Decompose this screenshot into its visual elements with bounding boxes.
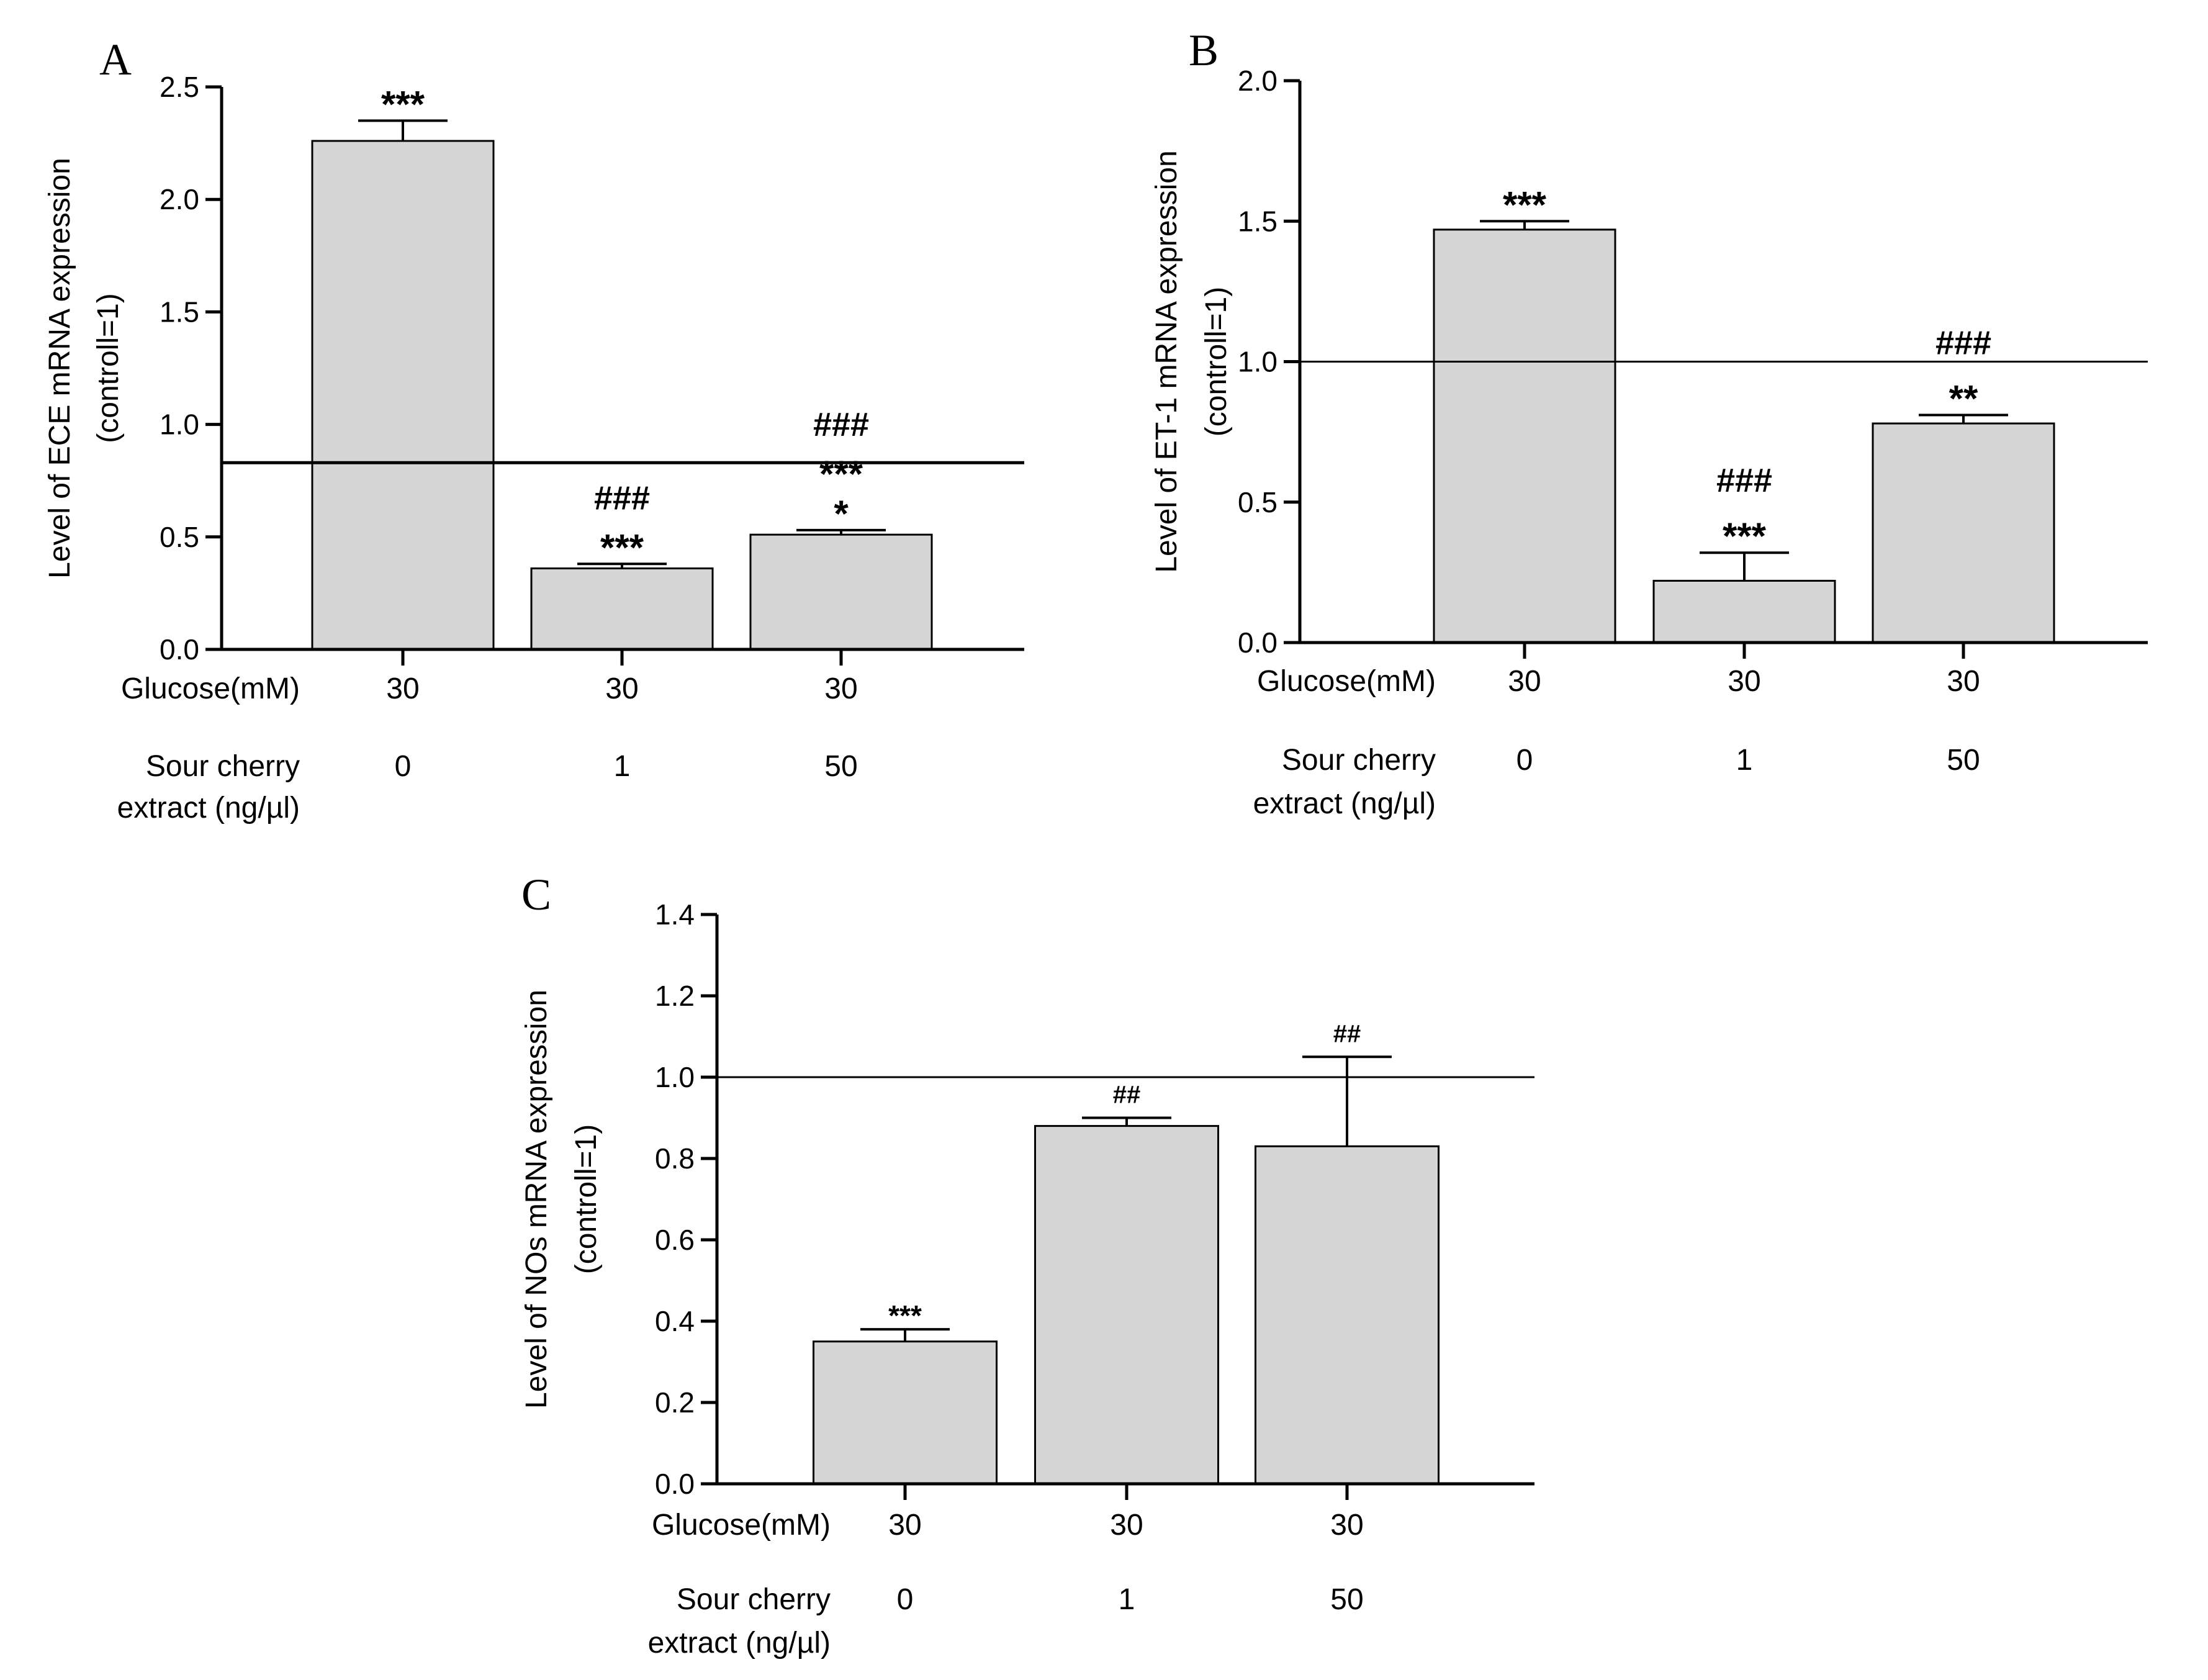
extract-value: 1 — [614, 750, 631, 783]
extract-value: 50 — [1947, 744, 1980, 777]
glucose-row-label: Glucose(mM) — [121, 672, 300, 705]
extract-value: 0 — [1516, 744, 1533, 777]
extract-value: 50 — [824, 750, 857, 783]
y-tick-label: 1.2 — [655, 980, 695, 1012]
extract-value: 0 — [395, 750, 412, 783]
significance-label: *** — [381, 83, 425, 125]
glucose-row-label: Glucose(mM) — [1257, 665, 1436, 698]
significance-label: *** — [600, 526, 644, 568]
panel-label: A — [99, 35, 132, 84]
y-tick-label: 2.0 — [160, 183, 199, 215]
y-tick-label: 1.4 — [655, 898, 695, 931]
y-axis-sublabel: (controll=1) — [92, 293, 125, 443]
significance-label: ## — [1113, 1082, 1141, 1109]
glucose-value: 30 — [605, 672, 638, 705]
bar — [1255, 1145, 1440, 1485]
extract-row-label: Sour cherry — [677, 1583, 831, 1616]
bar — [1872, 422, 2055, 644]
extract-value: 1 — [1736, 744, 1753, 777]
extract-row-label-2: extract (ng/µl) — [648, 1627, 831, 1660]
y-tick-label: 1.0 — [160, 409, 199, 441]
y-axis-label: Level of NOs mRNA expression — [520, 990, 553, 1409]
bar — [530, 567, 714, 651]
y-tick-label: 0.2 — [655, 1386, 695, 1419]
bar — [813, 1340, 998, 1485]
extract-value: 50 — [1330, 1583, 1363, 1616]
y-tick-label: 0.6 — [655, 1224, 695, 1256]
y-tick-label: 1.5 — [160, 296, 199, 328]
glucose-value: 30 — [1947, 665, 1980, 698]
glucose-value: 30 — [1110, 1509, 1143, 1542]
glucose-value: 30 — [888, 1509, 921, 1542]
y-tick-label: 0.4 — [655, 1305, 695, 1337]
significance-label: * — [834, 493, 849, 535]
bar — [1034, 1125, 1219, 1485]
y-axis-label: Level of ET-1 mRNA expression — [1150, 150, 1183, 572]
panel-b: B Level of ET-1 mRNA expression (controll=… — [1150, 25, 2148, 820]
extract-row-label-2: extract (ng/µl) — [1253, 787, 1436, 820]
y-axis-sublabel: (controll=1) — [570, 1124, 603, 1274]
y-tick-label: 1.5 — [1238, 205, 1277, 237]
y-tick-label: 1.0 — [655, 1061, 695, 1093]
glucose-value: 30 — [1508, 665, 1541, 698]
glucose-row-label: Glucose(mM) — [652, 1509, 831, 1542]
y-tick-label: 0.0 — [655, 1468, 695, 1500]
extract-value: 1 — [1119, 1583, 1135, 1616]
glucose-value: 30 — [824, 672, 857, 705]
y-tick-label: 1.0 — [1238, 346, 1277, 378]
y-axis-sublabel: (controll=1) — [1200, 287, 1233, 436]
y-tick-label: 2.0 — [1238, 65, 1277, 97]
significance-label: *** — [1503, 184, 1547, 225]
bar — [1652, 579, 1836, 644]
y-tick-label: 0.0 — [1238, 626, 1277, 659]
y-tick-label: 0.8 — [655, 1142, 695, 1175]
y-tick-label: 0.5 — [160, 521, 199, 553]
extract-row-label: Sour cherry — [1282, 744, 1436, 777]
significance-label: ### — [1716, 462, 1772, 499]
significance-label: ### — [1935, 324, 1991, 361]
extract-row-label-2: extract (ng/µl) — [117, 792, 300, 824]
panel-a: A Level of ECE mRNA expression (controll=1… — [43, 35, 1024, 824]
glucose-value: 30 — [1728, 665, 1760, 698]
significance-label: ### — [813, 406, 869, 443]
significance-label: *** — [888, 1299, 922, 1332]
significance-label: ## — [1333, 1020, 1361, 1047]
bar — [311, 140, 495, 651]
extract-row-label: Sour cherry — [146, 750, 300, 783]
significance-label: ### — [594, 479, 650, 517]
bar — [1433, 228, 1616, 644]
y-axis-label: Level of ECE mRNA expression — [43, 158, 76, 579]
y-tick-label: 2.5 — [160, 71, 199, 103]
glucose-value: 30 — [386, 672, 419, 705]
significance-label: *** — [1723, 515, 1767, 557]
extract-value: 0 — [897, 1583, 914, 1616]
glucose-value: 30 — [1330, 1509, 1363, 1542]
panel-label: C — [521, 870, 551, 919]
significance-label: ** — [1949, 377, 1978, 419]
panel-label: B — [1189, 25, 1219, 75]
y-tick-label: 0.0 — [160, 633, 199, 666]
y-tick-label: 0.5 — [1238, 486, 1277, 518]
panel-c: C Level of NOs mRNA expression (controll=1… — [520, 870, 1534, 1660]
significance-label: *** — [819, 453, 863, 495]
bar — [749, 533, 933, 651]
